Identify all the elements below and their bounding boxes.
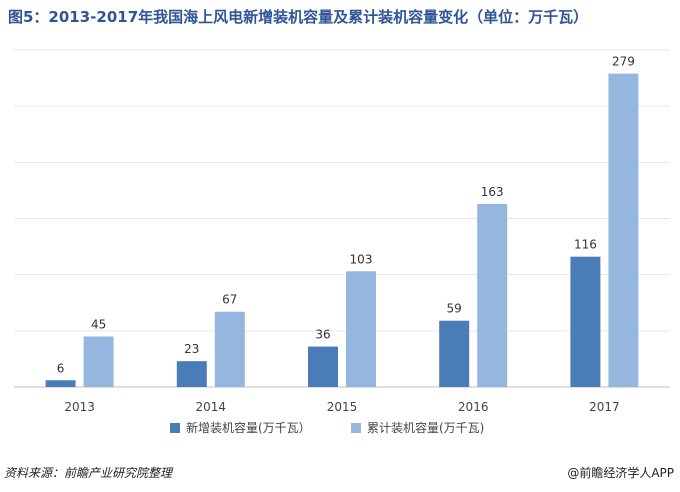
- bar-new-2016: [439, 320, 470, 387]
- x-tick-label: 2013: [64, 400, 95, 414]
- x-tick-label: 2016: [458, 400, 489, 414]
- data-label: 23: [184, 342, 199, 356]
- chart-title: 图5：2013-2017年我国海上风电新增装机容量及累计装机容量变化（单位：万千…: [8, 8, 589, 26]
- data-label: 163: [481, 185, 504, 199]
- legend-label: 新增装机容量(万千瓦）: [186, 420, 311, 435]
- bar-total-2015: [346, 271, 376, 387]
- data-label: 103: [350, 252, 373, 266]
- x-tick-label: 2014: [196, 400, 227, 414]
- bar-total-2014: [214, 311, 245, 387]
- bar-new-2015: [308, 346, 338, 387]
- legend-swatch: [351, 423, 361, 433]
- legend-label: 累计装机容量(万千瓦): [367, 420, 484, 435]
- data-label: 45: [91, 317, 106, 331]
- bar-total-2017: [608, 73, 639, 387]
- source-note: 资料来源：前瞻产业研究院整理: [4, 466, 173, 480]
- x-tick-label: 2015: [327, 400, 358, 414]
- brand-text: @前瞻经济学人APP: [567, 466, 674, 480]
- bar-total-2013: [83, 336, 114, 387]
- bar-new-2013: [45, 380, 76, 387]
- data-label: 67: [222, 293, 237, 307]
- legend-swatch: [170, 423, 180, 433]
- x-tick-label: 2017: [589, 400, 620, 414]
- brand-credit: @前瞻经济学人APP: [567, 464, 674, 481]
- bar-new-2017: [570, 256, 601, 387]
- data-label: 59: [447, 302, 462, 316]
- data-label: 36: [315, 328, 330, 342]
- bar-chart: 6 45 2013 23 67 2014 36 103 2015 59 163 2016 116 279 2…: [14, 49, 670, 435]
- bar-total-2016: [477, 203, 508, 387]
- data-label: 116: [574, 238, 597, 252]
- data-label: 6: [57, 361, 65, 375]
- data-label: 279: [612, 55, 635, 69]
- bar-new-2014: [176, 361, 207, 387]
